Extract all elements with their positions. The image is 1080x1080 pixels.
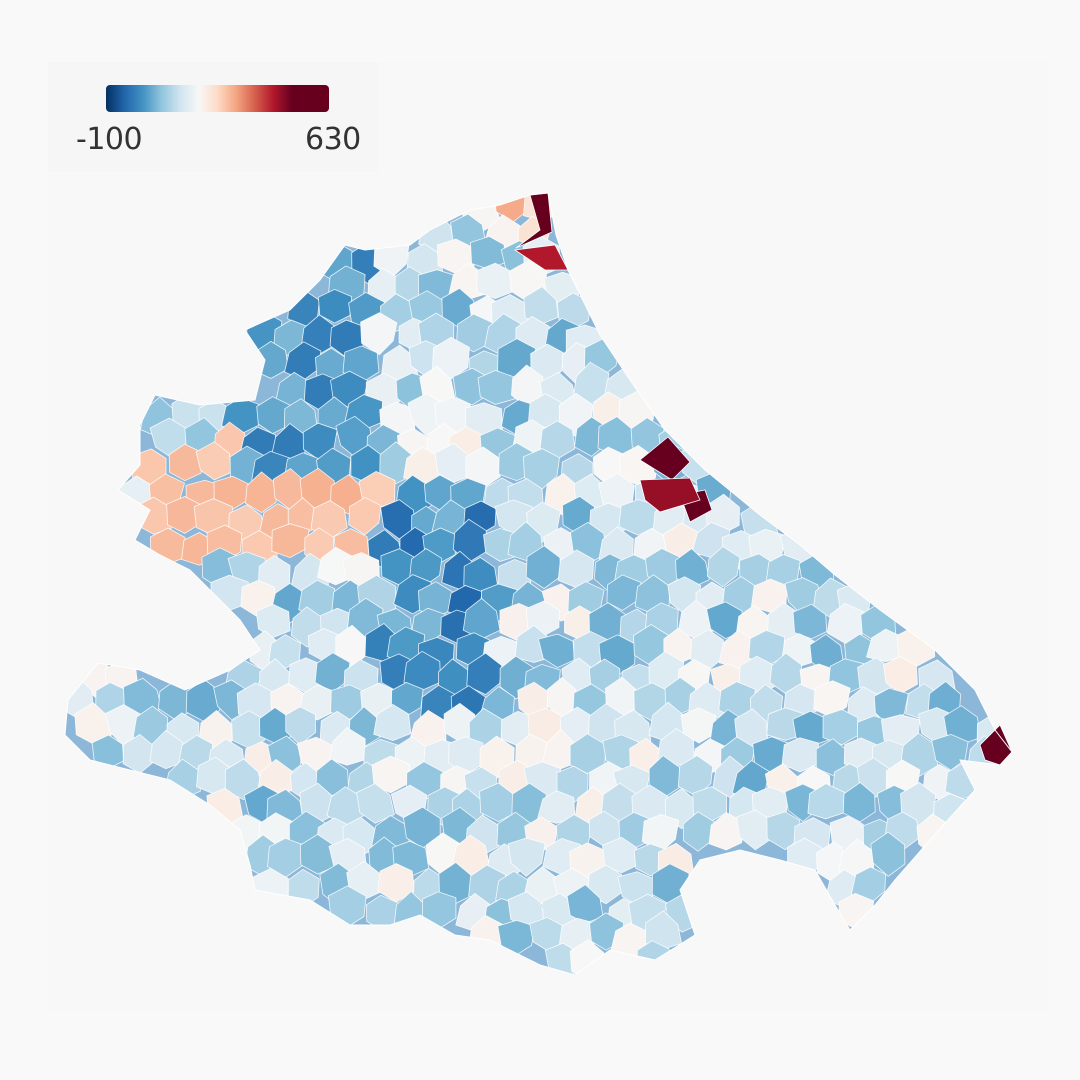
- municipality: [706, 545, 741, 588]
- municipality: [507, 521, 544, 561]
- municipality: [149, 729, 185, 770]
- coastal-municipality-regions: [513, 192, 1013, 766]
- municipality: [706, 601, 745, 640]
- municipality: [373, 704, 412, 742]
- municipality: [639, 436, 691, 481]
- municipality: [792, 603, 828, 640]
- municipality: [537, 790, 576, 824]
- municipality: [537, 633, 575, 669]
- legend-panel: [48, 62, 378, 172]
- municipality: [224, 758, 263, 801]
- legend-max-label: 630: [305, 122, 361, 157]
- municipality: [356, 783, 395, 824]
- municipality: [271, 523, 310, 559]
- municipality: [348, 496, 382, 536]
- municipality: [525, 545, 562, 589]
- municipality: [766, 811, 802, 851]
- municipality: [507, 837, 546, 877]
- municipality: [870, 831, 906, 877]
- municipality: [371, 755, 411, 794]
- legend-min-label: -100: [76, 122, 143, 157]
- municipality: [680, 707, 717, 744]
- municipality: [807, 783, 845, 820]
- municipality: [317, 288, 353, 324]
- municipality: [528, 393, 564, 428]
- municipality: [432, 336, 470, 380]
- municipality: [826, 603, 865, 644]
- municipality: [842, 781, 876, 823]
- municipality: [466, 652, 503, 695]
- municipality: [195, 441, 232, 481]
- municipality: [329, 726, 366, 766]
- municipality: [639, 477, 701, 513]
- municipality: [456, 313, 493, 353]
- municipality: [602, 836, 638, 874]
- legend-colorbar: [106, 85, 329, 112]
- municipality: [822, 709, 859, 746]
- municipality: [380, 499, 417, 540]
- region-border: [64, 192, 1013, 976]
- municipality: [781, 737, 819, 773]
- municipality: [360, 312, 398, 356]
- municipality: [606, 574, 642, 611]
